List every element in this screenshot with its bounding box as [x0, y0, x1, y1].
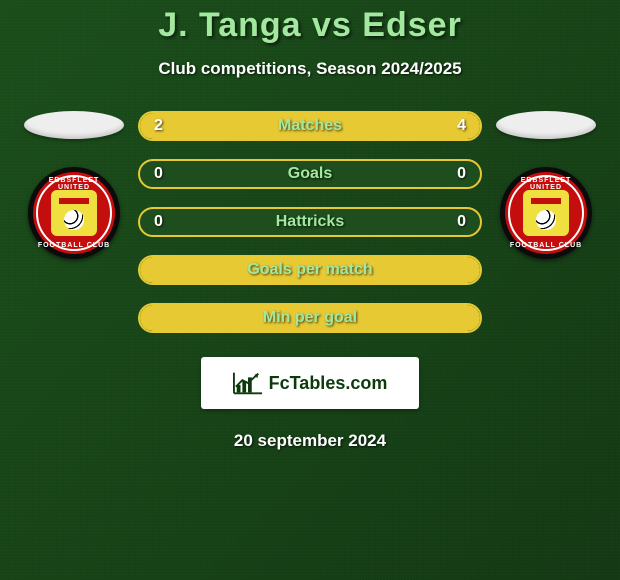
- stat-label: Min per goal: [263, 309, 357, 327]
- stat-row: 2 4 Matches: [138, 111, 482, 141]
- stat-row: Min per goal: [138, 303, 482, 333]
- stat-value-right: 0: [457, 213, 466, 231]
- main-row: EBBSFLEET UNITED FOOTBALL CLUB 2 4 Matches…: [0, 111, 620, 333]
- stat-row: 0 0 Goals: [138, 159, 482, 189]
- club-name-bottom-right: FOOTBALL CLUB: [510, 242, 582, 249]
- branding-link[interactable]: FcTables.com: [201, 357, 419, 409]
- stat-value-left: 0: [154, 213, 163, 231]
- comparison-card: J. Tanga vs Edser Club competitions, Sea…: [0, 0, 620, 451]
- player-photo-placeholder-left: [24, 111, 124, 139]
- stat-value-left: 2: [154, 117, 163, 135]
- page-title: J. Tanga vs Edser: [0, 6, 620, 45]
- badge-inner-right: [523, 190, 569, 236]
- subtitle: Club competitions, Season 2024/2025: [0, 59, 620, 79]
- branding-text: FcTables.com: [269, 373, 388, 394]
- chart-icon: [233, 371, 263, 395]
- stat-label: Hattricks: [276, 213, 344, 231]
- club-name-top-left: EBBSFLEET UNITED: [33, 177, 115, 191]
- club-name-bottom-left: FOOTBALL CLUB: [38, 242, 110, 249]
- stat-value-right: 4: [457, 117, 466, 135]
- stat-label: Goals per match: [247, 261, 372, 279]
- stat-label: Matches: [278, 117, 342, 135]
- club-name-top-right: EBBSFLEET UNITED: [505, 177, 587, 191]
- club-badge-right: EBBSFLEET UNITED FOOTBALL CLUB: [500, 167, 592, 259]
- stat-value-right: 0: [457, 165, 466, 183]
- left-side: EBBSFLEET UNITED FOOTBALL CLUB: [24, 111, 124, 259]
- stat-row: 0 0 Hattricks: [138, 207, 482, 237]
- club-badge-left: EBBSFLEET UNITED FOOTBALL CLUB: [28, 167, 120, 259]
- stat-row: Goals per match: [138, 255, 482, 285]
- badge-inner-left: [51, 190, 97, 236]
- stat-value-left: 0: [154, 165, 163, 183]
- stat-label: Goals: [288, 165, 332, 183]
- snapshot-date: 20 september 2024: [0, 431, 620, 451]
- player-photo-placeholder-right: [496, 111, 596, 139]
- stats-column: 2 4 Matches 0 0 Goals 0 0 Hattricks Goals per mat…: [138, 111, 482, 333]
- right-side: EBBSFLEET UNITED FOOTBALL CLUB: [496, 111, 596, 259]
